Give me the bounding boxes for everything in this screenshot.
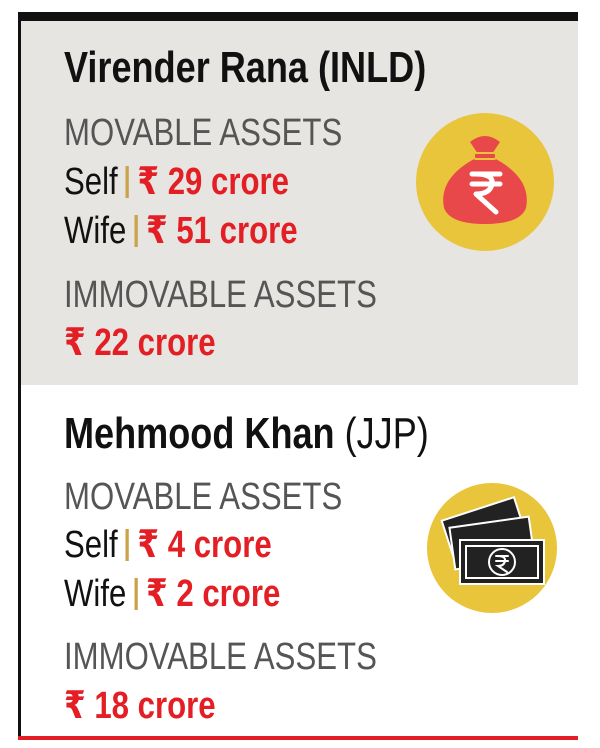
label: Self (64, 524, 118, 566)
label: Wife (64, 573, 127, 615)
amount: ₹ 4 crore (137, 524, 272, 566)
label: Wife (64, 210, 127, 252)
amount: ₹ 18 crore (64, 685, 216, 727)
profile-title: Virender Rana (INLD) (64, 46, 426, 90)
asset-row: Self ₹ 29 crore (64, 163, 289, 201)
name: Mehmood Khan (64, 409, 335, 458)
asset-row: Wife ₹ 2 crore (64, 575, 280, 613)
amount: ₹ 2 crore (146, 573, 281, 615)
top-border (18, 12, 578, 21)
separator (134, 578, 138, 610)
party: (INLD) (318, 43, 427, 92)
profile-title: Mehmood Khan (JJP) (64, 412, 429, 456)
section-heading: IMMOVABLE ASSETS (64, 274, 377, 316)
asset-row: Wife ₹ 51 crore (64, 212, 298, 250)
section-heading: MOVABLE ASSETS (64, 476, 343, 518)
money-bag-icon (416, 113, 554, 251)
separator (125, 166, 130, 198)
amount: ₹ 22 crore (64, 322, 216, 364)
separator (125, 529, 130, 561)
label: Self (64, 161, 118, 203)
amount: ₹ 51 crore (146, 210, 298, 252)
separator (134, 215, 138, 247)
name: Virender Rana (64, 43, 308, 92)
bottom-border (18, 736, 578, 740)
party: (JJP) (344, 409, 429, 458)
section-heading: MOVABLE ASSETS (64, 112, 343, 154)
section-heading: IMMOVABLE ASSETS (64, 636, 377, 678)
asset-row: Self ₹ 4 crore (64, 526, 272, 564)
banknotes-icon (427, 483, 557, 613)
left-border (18, 12, 21, 740)
amount: ₹ 29 crore (137, 161, 289, 203)
